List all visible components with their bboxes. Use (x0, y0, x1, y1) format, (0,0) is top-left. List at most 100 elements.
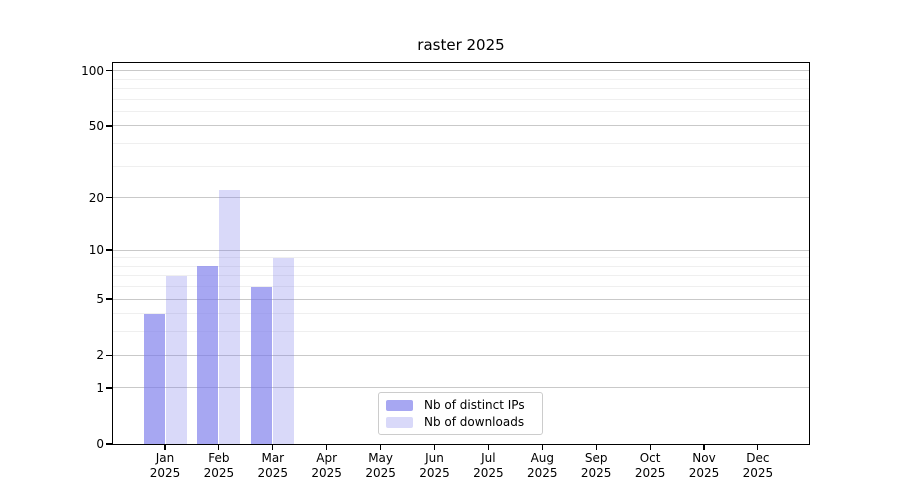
x-tick-label-month: Apr (316, 451, 338, 465)
y-tick-label: 2 (96, 348, 104, 363)
x-tick-label-year: 2025 (419, 466, 450, 480)
gridline-minor (113, 98, 809, 100)
gridline-minor (113, 331, 809, 333)
bar-downloads-mar (273, 257, 295, 444)
x-tick-label-year: 2025 (527, 466, 558, 480)
x-tick-label: Jun 2025 (407, 451, 463, 481)
x-tickmark (433, 445, 436, 450)
x-tick-label-year: 2025 (742, 466, 774, 480)
x-tick-label-month: Dec (746, 451, 770, 465)
x-tick-label: Feb 2025 (191, 451, 247, 481)
x-tickmark (649, 445, 651, 450)
bar-distinct-ips-jan (143, 313, 165, 444)
y-axis-labels: 100 50 20 10 5 2 1 0 (0, 63, 104, 451)
gridline-minor (113, 87, 809, 89)
gridline-major (113, 197, 809, 199)
bars-layer (113, 63, 809, 444)
plot-area: Nb of distinct IPs Nb of downloads (112, 62, 810, 445)
x-tick-label-year: 2025 (365, 466, 396, 480)
x-tickmark (272, 445, 274, 450)
grid-layer (113, 63, 809, 444)
x-tickmark (703, 445, 705, 450)
x-tickmark (487, 445, 489, 450)
x-tick-label: Apr 2025 (299, 451, 355, 481)
y-axis-tickmarks (106, 63, 112, 445)
y-tick-label: 5 (96, 292, 104, 307)
x-tick-label-month: Jul (481, 451, 496, 465)
x-tick-label-month: Mar (261, 451, 285, 465)
x-tick-label-year: 2025 (634, 466, 666, 480)
gridline-major (113, 387, 809, 389)
gridline-minor (113, 275, 809, 277)
gridline-minor (113, 143, 809, 145)
legend-label-distinct-ips: Nb of distinct IPs (424, 398, 525, 412)
x-tick-label: May 2025 (353, 451, 409, 481)
x-tick-label: Dec 2025 (730, 451, 786, 481)
x-tick-label-month: Jan (155, 451, 175, 465)
legend-item-distinct-ips: Nb of distinct IPs (386, 398, 535, 412)
bar-downloads-feb (219, 190, 241, 444)
gridline-minor (113, 78, 809, 80)
gridline-minor (113, 165, 809, 167)
bar-distinct-ips-mar (251, 286, 273, 444)
bar-downloads-jan (165, 275, 187, 444)
y-tickmark (106, 249, 112, 251)
gridline-minor (113, 313, 809, 315)
y-tick-label: 100 (81, 63, 104, 78)
x-tick-label-year: 2025 (473, 466, 504, 480)
x-tick-label-year: 2025 (580, 466, 612, 480)
y-tickmark (106, 354, 112, 356)
y-tickmark (106, 298, 112, 300)
x-tick-label: Nov 2025 (676, 451, 732, 481)
x-tickmark (326, 445, 328, 450)
x-tick-label-year: 2025 (688, 466, 720, 480)
gridline-minor (113, 286, 809, 288)
x-tick-label: Aug 2025 (514, 451, 570, 481)
x-tick-label: Oct 2025 (622, 451, 678, 481)
gridline-major (113, 70, 809, 72)
y-tick-label: 10 (88, 243, 104, 257)
y-tick-label: 1 (96, 380, 104, 395)
y-tick-label: 20 (88, 190, 104, 205)
x-tick-label-month: Oct (639, 451, 661, 465)
chart-title: raster 2025 (417, 36, 505, 54)
gridline-major (113, 249, 809, 251)
x-tick-label-year: 2025 (311, 466, 342, 480)
x-tick-label-year: 2025 (257, 466, 289, 480)
gridline-minor (113, 257, 809, 259)
y-tickmark (106, 443, 112, 445)
y-tick-label: 50 (88, 118, 104, 133)
x-tick-label-month: Jun (425, 451, 444, 465)
x-tickmark (164, 445, 166, 450)
gridline-minor (113, 265, 809, 267)
gridline-major (113, 125, 809, 127)
y-tickmark (106, 70, 112, 72)
y-tickmark (106, 197, 112, 199)
x-tick-label-month: Aug (530, 451, 555, 465)
x-tick-label-month: Feb (208, 451, 230, 465)
x-tick-label: Sep 2025 (568, 451, 624, 481)
x-tickmark (757, 445, 759, 450)
x-tickmark (541, 445, 543, 450)
x-tick-label: Jan 2025 (137, 451, 193, 481)
x-axis-tickmarks (113, 445, 809, 451)
x-tick-label-year: 2025 (203, 466, 235, 480)
x-tick-label-month: Nov (692, 451, 716, 465)
legend: Nb of distinct IPs Nb of downloads (378, 392, 543, 435)
gridline-major (113, 298, 809, 300)
x-tickmark (595, 445, 597, 450)
x-tick-label-year: 2025 (149, 466, 181, 480)
x-tick-label: Jul 2025 (460, 451, 516, 481)
x-axis-labels: Jan 2025 Feb 2025 Mar 2025 Apr 2025 May 2025 Jun 20… (113, 451, 809, 485)
y-tickmark (106, 125, 112, 127)
x-tick-label: Mar 2025 (245, 451, 301, 481)
x-tickmark (380, 445, 382, 450)
y-tickmark (106, 387, 112, 389)
x-tick-label-month: Sep (584, 451, 608, 465)
bar-distinct-ips-feb (197, 266, 219, 444)
y-tick-label: 0 (96, 437, 104, 451)
x-tickmark (218, 445, 220, 450)
gridline-major (113, 354, 809, 356)
legend-item-downloads: Nb of downloads (386, 415, 535, 429)
